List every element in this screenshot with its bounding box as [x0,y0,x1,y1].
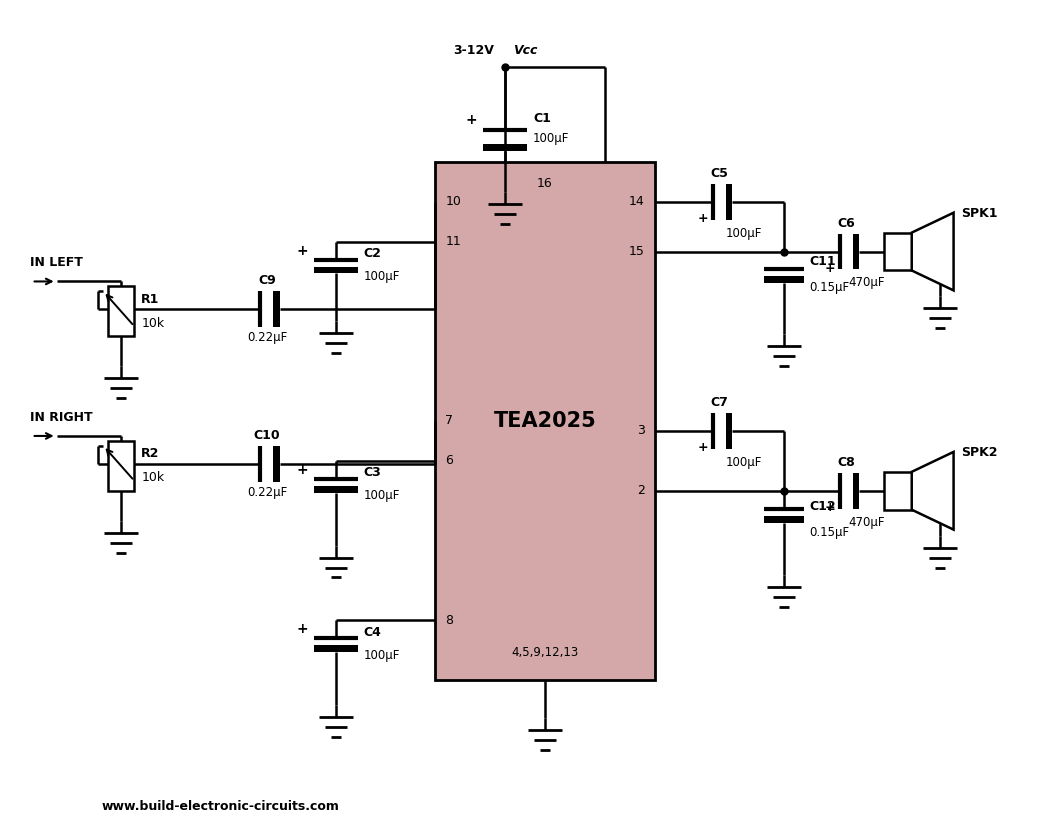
Bar [314,267,357,273]
Text: C5: C5 [710,167,728,180]
Text: +: + [465,113,477,127]
Text: C10: C10 [253,429,280,442]
Text: 3-12V: 3-12V [453,44,494,57]
Text: +: + [296,243,307,257]
Text: 15: 15 [629,245,644,258]
Polygon shape [912,212,954,290]
Bar [853,473,860,508]
Text: www.build-electronic-circuits.com: www.build-electronic-circuits.com [102,800,339,813]
Bar [108,441,135,491]
Text: 100μF: 100μF [364,489,400,502]
Bar [436,162,655,681]
Text: 2: 2 [637,484,644,497]
Text: +: + [697,212,708,225]
Text: C4: C4 [364,626,382,639]
Text: C7: C7 [710,396,728,409]
Text: +: + [825,501,835,514]
Bar [764,277,805,283]
Text: C6: C6 [837,217,855,230]
Text: C9: C9 [258,274,276,288]
Bar [764,516,805,522]
Text: C1: C1 [533,113,551,125]
Bar [273,446,280,482]
Text: 6: 6 [445,454,454,467]
Text: 7: 7 [445,415,454,427]
Text: 470μF: 470μF [848,516,885,528]
Bar [726,413,732,449]
Text: Vcc: Vcc [513,44,537,57]
Bar [108,287,135,336]
Text: C2: C2 [364,247,382,260]
Text: 0.15μF: 0.15μF [809,526,849,539]
Text: 4,5,9,12,13: 4,5,9,12,13 [511,645,579,659]
Text: C11: C11 [809,255,835,268]
Text: 470μF: 470μF [848,277,885,289]
Text: IN LEFT: IN LEFT [30,257,83,269]
Text: 11: 11 [445,235,461,248]
Text: 3: 3 [637,425,644,437]
Text: +: + [825,262,835,274]
Text: 10k: 10k [141,317,164,330]
Bar [273,292,280,328]
Text: 100μF: 100μF [364,649,400,662]
Text: IN RIGHT: IN RIGHT [30,411,92,424]
Text: 10k: 10k [141,472,164,484]
Text: +: + [296,463,307,477]
Bar [884,232,912,271]
Text: 8: 8 [445,614,454,627]
Text: SPK1: SPK1 [961,207,999,220]
Bar [726,184,732,220]
Text: 14: 14 [629,196,644,208]
Bar [853,233,860,269]
Text: 0.15μF: 0.15μF [809,281,849,294]
Polygon shape [912,452,954,530]
Text: 10: 10 [445,196,461,208]
Text: 16: 16 [537,177,553,191]
Text: R2: R2 [141,447,160,461]
Text: TEA2025: TEA2025 [494,411,597,431]
Text: C3: C3 [364,466,382,479]
Text: 100μF: 100μF [533,132,569,145]
Text: C8: C8 [837,456,855,469]
Bar [884,472,912,510]
Text: C12: C12 [809,500,835,513]
Bar [483,144,527,150]
Bar [314,486,357,492]
Text: 100μF: 100μF [726,227,762,240]
Text: 100μF: 100μF [726,456,762,469]
Text: 0.22μF: 0.22μF [247,486,287,499]
Text: +: + [296,622,307,636]
Text: +: + [697,441,708,454]
Text: 0.22μF: 0.22μF [247,331,287,344]
Text: SPK2: SPK2 [961,446,999,460]
Bar [314,645,357,652]
Text: R1: R1 [141,293,160,306]
Text: 100μF: 100μF [364,270,400,283]
